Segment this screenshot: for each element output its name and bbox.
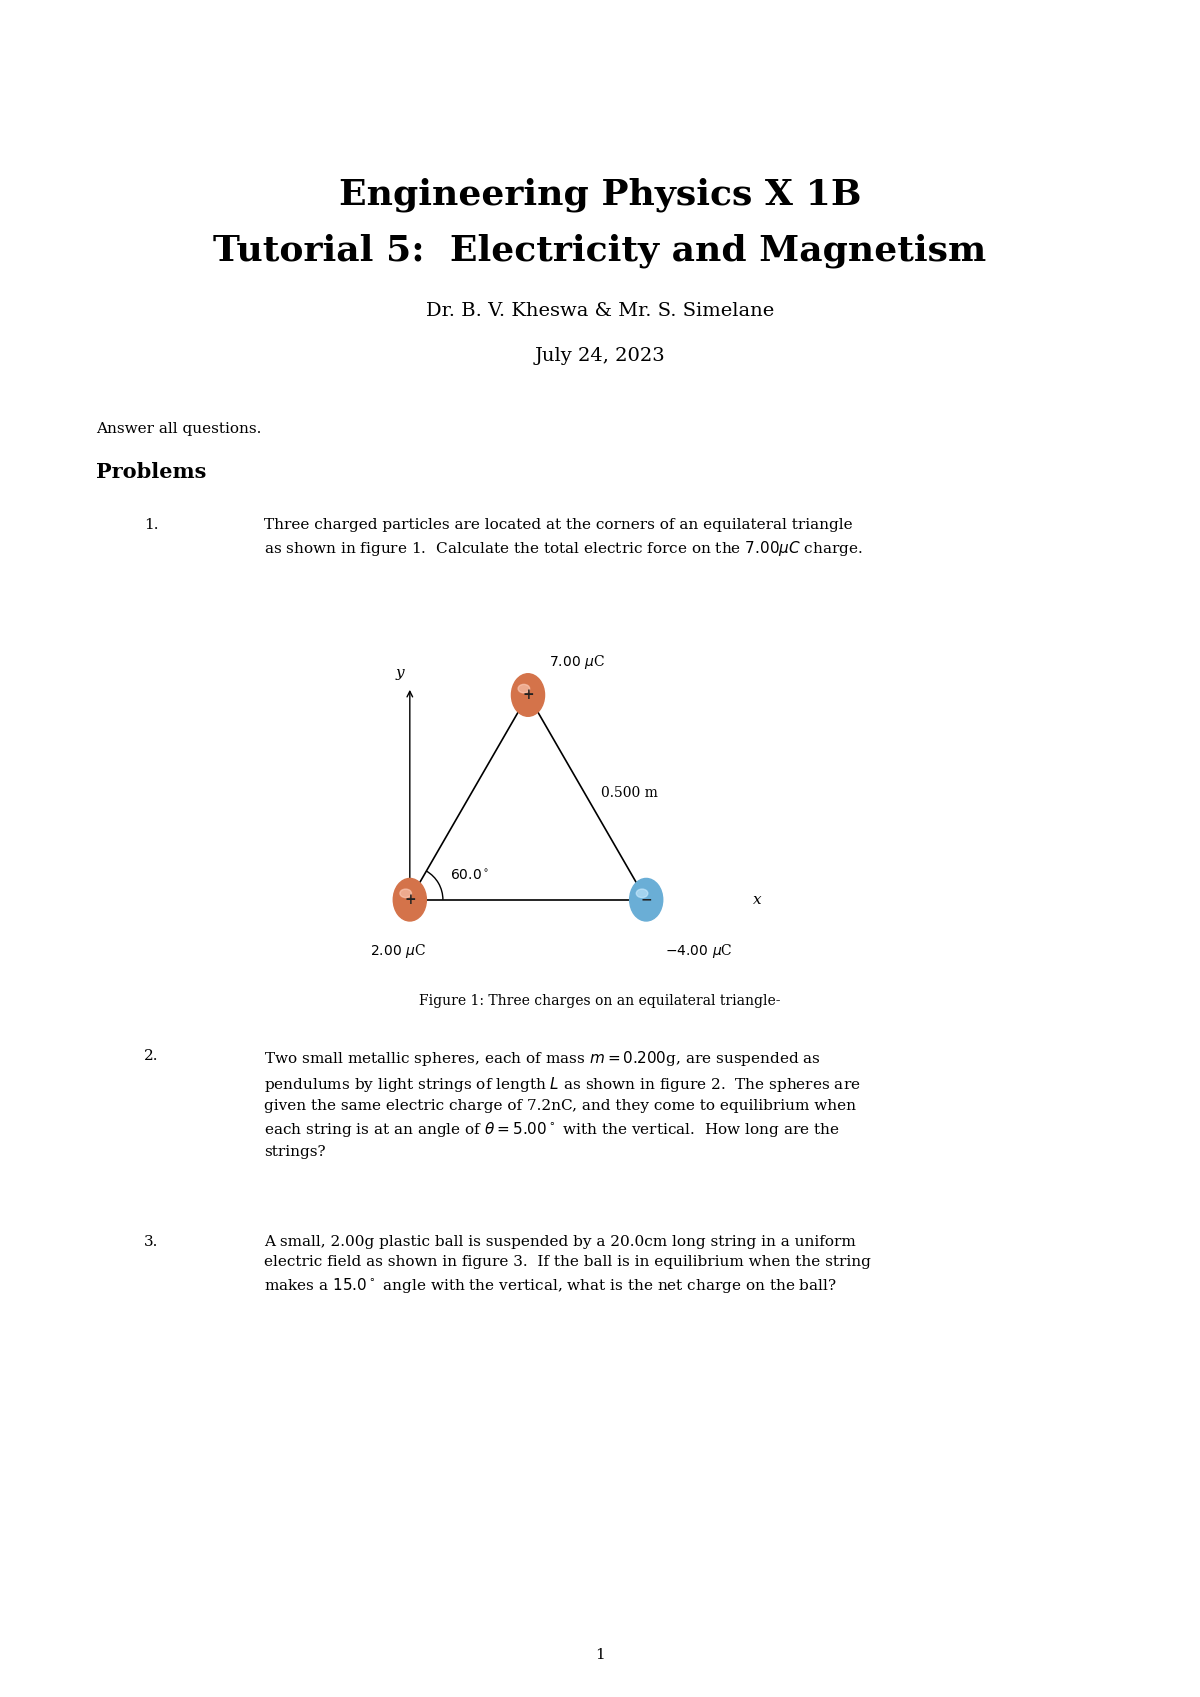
Text: x: x [752,893,761,906]
Ellipse shape [518,684,529,692]
Ellipse shape [636,889,648,898]
Ellipse shape [511,674,545,716]
Text: Two small metallic spheres, each of mass $m = 0.200$g, are suspended as
pendulum: Two small metallic spheres, each of mass… [264,1049,860,1159]
Text: $60.0^\circ$: $60.0^\circ$ [450,869,490,882]
Ellipse shape [400,889,412,898]
Text: A small, 2.00g plastic ball is suspended by a 20.0cm long string in a uniform
el: A small, 2.00g plastic ball is suspended… [264,1235,871,1295]
Text: Problems: Problems [96,462,206,482]
Text: Tutorial 5:  Electricity and Magnetism: Tutorial 5: Electricity and Magnetism [214,234,986,268]
Text: +: + [404,893,415,906]
Text: Figure 1: Three charges on an equilateral triangle-: Figure 1: Three charges on an equilatera… [419,994,781,1008]
Text: −: − [641,893,652,906]
Text: $-4.00\ \mu$C: $-4.00\ \mu$C [665,942,733,961]
Text: Dr. B. V. Kheswa & Mr. S. Simelane: Dr. B. V. Kheswa & Mr. S. Simelane [426,302,774,319]
Text: 3.: 3. [144,1235,158,1249]
Ellipse shape [394,879,426,921]
Ellipse shape [630,879,662,921]
Text: July 24, 2023: July 24, 2023 [535,348,665,365]
Text: 0.500 m: 0.500 m [601,786,658,799]
Text: $2.00\ \mu$C: $2.00\ \mu$C [370,942,426,961]
Text: $7.00\ \mu$C: $7.00\ \mu$C [550,653,605,672]
Text: +: + [522,687,534,703]
Text: 1.: 1. [144,518,158,531]
Text: 1: 1 [595,1648,605,1661]
Text: Engineering Physics X 1B: Engineering Physics X 1B [338,178,862,212]
Text: Answer all questions.: Answer all questions. [96,423,262,436]
Text: Three charged particles are located at the corners of an equilateral triangle
as: Three charged particles are located at t… [264,518,863,558]
Text: y: y [396,665,404,680]
Text: 2.: 2. [144,1049,158,1062]
